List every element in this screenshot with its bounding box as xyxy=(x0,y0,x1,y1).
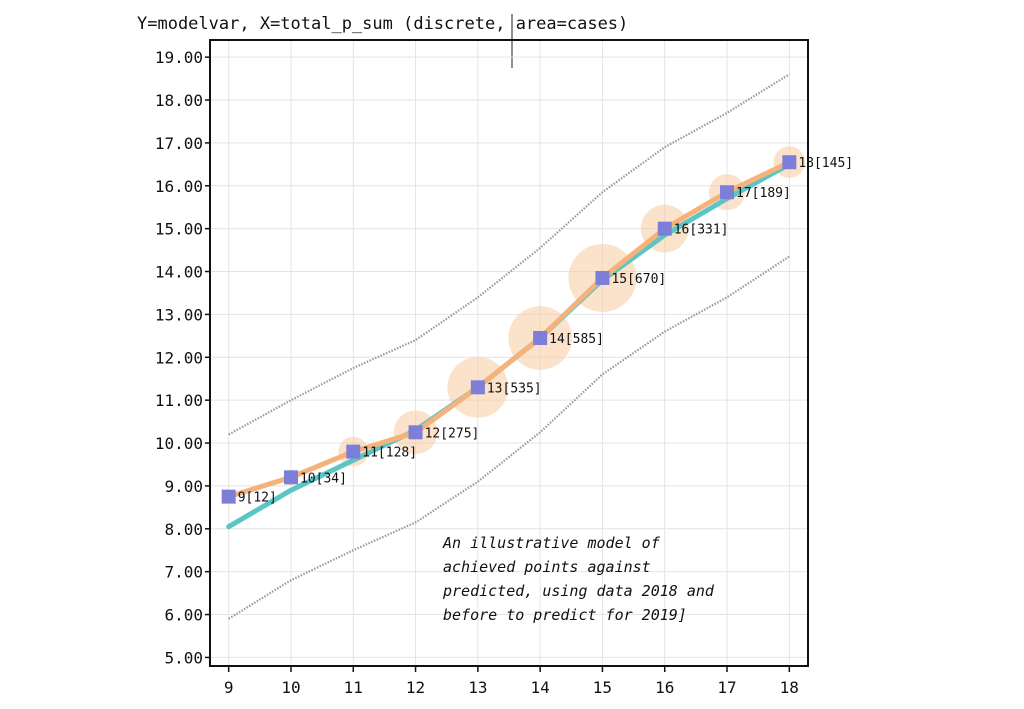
y-tick-label-7: 12.00 xyxy=(155,348,203,367)
y-tick-label-14: 19.00 xyxy=(155,48,203,67)
y-tick-label-12: 17.00 xyxy=(155,134,203,153)
point-label-5: 14[585] xyxy=(549,332,604,347)
x-tick-label-6: 15 xyxy=(593,678,612,697)
y-tick-label-11: 16.00 xyxy=(155,177,203,196)
point-label-2: 11[128] xyxy=(362,446,417,461)
y-tick-label-0: 5.00 xyxy=(164,648,203,667)
point-label-3: 12[275] xyxy=(425,426,480,441)
y-tick-label-8: 13.00 xyxy=(155,305,203,324)
y-tick-label-9: 14.00 xyxy=(155,263,203,282)
annotation-line-1: achieved points against xyxy=(443,558,651,576)
y-tick-label-10: 15.00 xyxy=(155,220,203,239)
chart-title: Y=modelvar, X=total_p_sum (discrete, are… xyxy=(137,14,628,34)
x-tick-label-0: 9 xyxy=(224,678,234,697)
data-point-7 xyxy=(657,221,672,236)
annotation-line-2: predicted, using data 2018 and xyxy=(442,582,715,600)
data-point-9 xyxy=(782,155,797,170)
x-tick-label-4: 13 xyxy=(468,678,487,697)
data-point-4 xyxy=(470,380,485,395)
annotation-line-3: before to predict for 2019] xyxy=(443,606,687,624)
annotation-note: An illustrative model of achieved points … xyxy=(442,534,715,624)
point-label-8: 17[189] xyxy=(736,186,791,201)
point-label-4: 13[535] xyxy=(487,381,542,396)
point-label-9: 18[145] xyxy=(798,156,853,171)
x-tick-label-7: 16 xyxy=(655,678,674,697)
data-point-5 xyxy=(533,330,548,345)
x-tick-label-2: 11 xyxy=(344,678,363,697)
data-point-8 xyxy=(720,185,735,200)
point-label-1: 10[34] xyxy=(300,471,347,486)
y-tick-label-5: 10.00 xyxy=(155,434,203,453)
x-tick-label-9: 18 xyxy=(780,678,799,697)
data-point-0 xyxy=(221,489,236,504)
grid-lines xyxy=(210,40,808,666)
data-point-1 xyxy=(283,470,298,485)
x-tick-label-8: 17 xyxy=(717,678,736,697)
x-tick-label-3: 12 xyxy=(406,678,425,697)
confidence-band-lines xyxy=(228,73,790,620)
annotation-line-0: An illustrative model of xyxy=(442,534,661,552)
y-tick-label-6: 11.00 xyxy=(155,391,203,410)
point-labels: 9[12] 10[34] 11[128] 12[275] 13[535] 14[585] 1… xyxy=(238,156,853,505)
lower-band-line xyxy=(228,255,790,620)
data-point-3 xyxy=(408,425,423,440)
observed-line xyxy=(226,159,792,500)
x-tick-label-1: 10 xyxy=(281,678,300,697)
y-tick-label-13: 18.00 xyxy=(155,91,203,110)
data-point-6 xyxy=(595,270,610,285)
upper-band-line xyxy=(228,73,790,436)
data-point-2 xyxy=(346,444,361,459)
point-label-7: 16[331] xyxy=(674,223,729,238)
y-tick-label-4: 9.00 xyxy=(164,477,203,496)
y-tick-label-3: 8.00 xyxy=(164,520,203,539)
y-tick-label-2: 7.00 xyxy=(164,563,203,582)
y-tick-label-1: 6.00 xyxy=(164,606,203,625)
data-points xyxy=(221,155,797,504)
point-label-6: 15[670] xyxy=(611,272,666,287)
x-tick-label-5: 14 xyxy=(531,678,550,697)
axes: 5.00 6.00 7.00 8.00 9.00 10.00 11.00 12.00 13.00… xyxy=(155,39,809,697)
plot-frame xyxy=(209,39,809,667)
model-lines xyxy=(226,159,792,530)
point-label-0: 9[12] xyxy=(238,491,277,506)
